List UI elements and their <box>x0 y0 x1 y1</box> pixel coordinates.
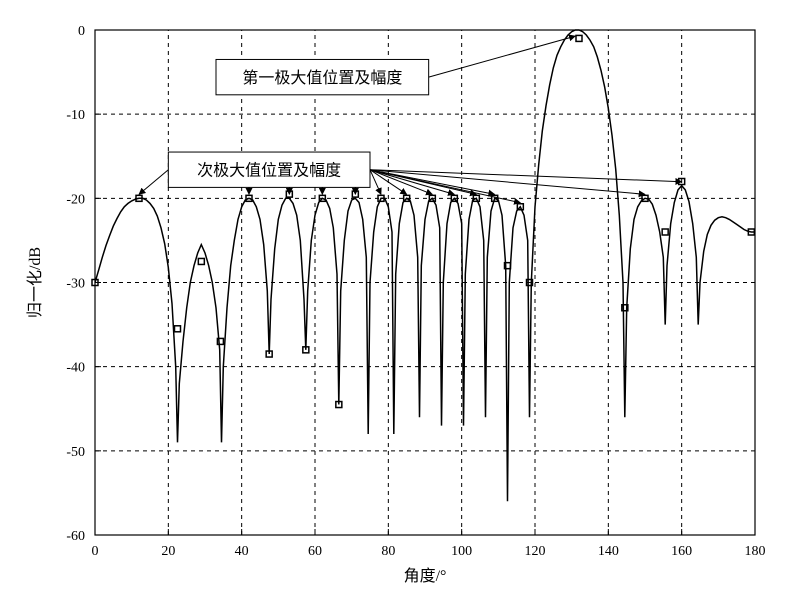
callout-arrow-secondary-max <box>139 170 168 195</box>
xtick-label: 120 <box>525 544 546 559</box>
data-marker <box>662 229 668 235</box>
data-marker <box>175 326 181 332</box>
data-marker <box>576 35 582 41</box>
xtick-label: 140 <box>598 544 619 559</box>
ytick-label: -30 <box>66 277 85 292</box>
xtick-label: 60 <box>308 544 322 559</box>
ytick-label: -40 <box>66 361 85 376</box>
xtick-label: 0 <box>92 544 99 559</box>
ytick-label: -20 <box>66 192 85 207</box>
ytick-label: -10 <box>66 108 85 123</box>
callout-text-first-max: 第一极大值位置及幅度 <box>242 69 402 87</box>
beam-pattern-line <box>95 30 755 501</box>
xtick-label: 40 <box>235 544 249 559</box>
ytick-label: 0 <box>78 24 85 39</box>
x-axis-label: 角度/° <box>404 567 447 585</box>
data-marker <box>198 258 204 264</box>
y-axis-label: 归一化/dB <box>26 247 44 318</box>
beam-pattern-chart: 0 20 40 60 80 100 120 140 160 180 -60 -50 -40 -30 -20 -… <box>0 0 800 605</box>
xtick-label: 80 <box>381 544 395 559</box>
ytick-label: -50 <box>66 445 85 460</box>
xtick-label: 160 <box>671 544 692 559</box>
xtick-label: 100 <box>451 544 472 559</box>
callout-text-secondary-max: 次极大值位置及幅度 <box>197 162 341 180</box>
xtick-label: 20 <box>161 544 175 559</box>
ytick-label: -60 <box>66 529 85 544</box>
xtick-label: 180 <box>745 544 766 559</box>
